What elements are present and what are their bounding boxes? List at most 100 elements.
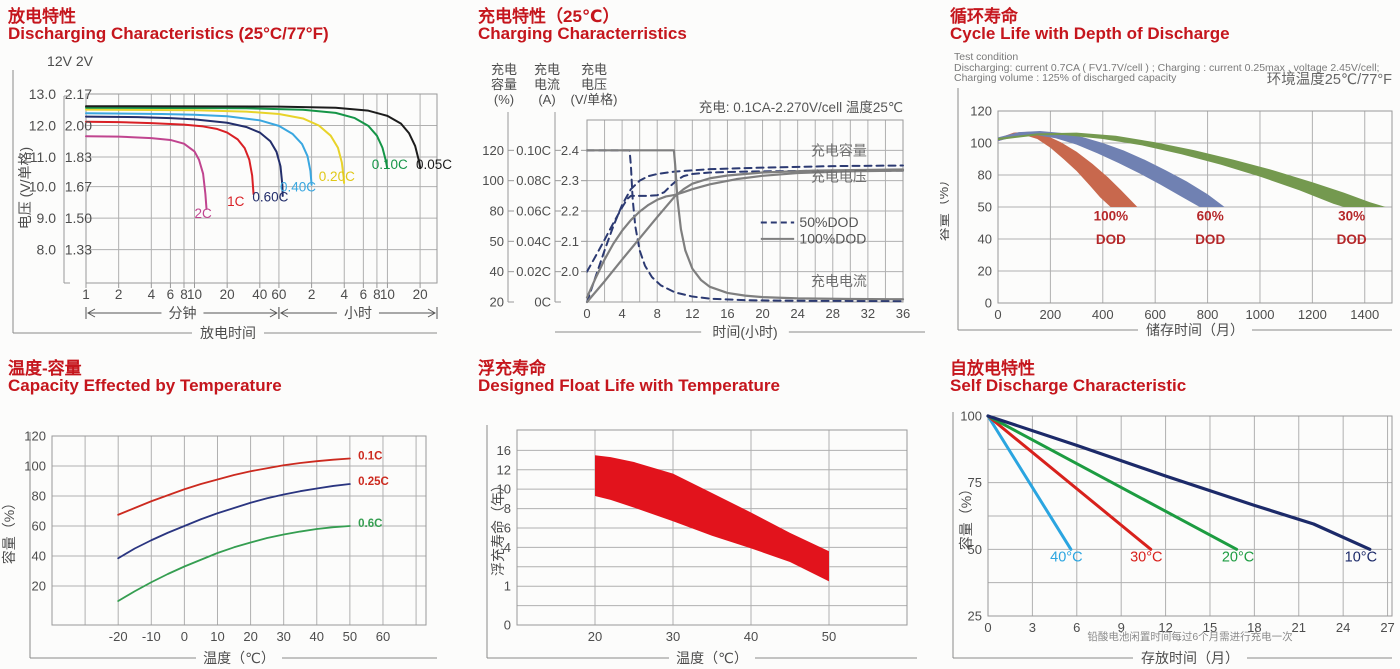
x-tick-label: 12 <box>685 306 699 321</box>
x-tick-label: 8 <box>373 287 381 302</box>
axis-header: 电流 <box>534 77 560 92</box>
x-tick-label: 20 <box>588 629 602 644</box>
y-tick-label: 40 <box>32 549 46 564</box>
series-0.10C <box>85 106 389 170</box>
panel-title-zh: 放电特性 <box>8 7 76 26</box>
axis-header: 电压 <box>581 77 607 92</box>
curve-label: 30% <box>1338 209 1365 224</box>
y-tick-label: 4 <box>504 540 511 555</box>
y-tick-label: 40 <box>490 264 504 279</box>
plot-frame <box>85 93 438 284</box>
series-40C <box>986 414 1073 551</box>
x-tick-label: 4 <box>148 287 156 302</box>
chart-root: -20 -10 0 10 20 30 40 50 60 120 100 80 60 40 20 容量（%） 温度… <box>1 429 437 666</box>
panel-title-zh: 充电特性（25℃） <box>478 7 620 26</box>
x-tick-label: 20 <box>413 287 428 302</box>
series-voltage-100dod <box>585 169 905 299</box>
arrow-right-icon <box>427 308 437 318</box>
x-tick-label: 15 <box>1203 620 1217 635</box>
y-tick-2v: 1.33 <box>65 242 92 258</box>
y-tick-label: 100 <box>970 136 992 151</box>
y-tick-label: 80 <box>978 168 992 183</box>
y-tick-label: 16 <box>497 443 511 458</box>
panel-title-zh: 浮充寿命 <box>478 359 546 378</box>
x-tick-label: 20 <box>243 629 257 644</box>
x-tick-label: 50 <box>343 629 357 644</box>
x-tick-label: 40 <box>310 629 324 644</box>
curve-label: 0.6C <box>358 518 382 530</box>
x-tick-label: 4 <box>340 287 348 302</box>
curve-label: 充电容量 <box>811 142 867 158</box>
panel-self-discharge: 自放电特性 Self Discharge Characteristic 0 3 6 9… <box>940 340 1400 669</box>
curve-label: 2C <box>194 206 212 221</box>
y-tick-label: 2.0 <box>561 264 579 279</box>
curve-label: 0.40C <box>280 179 316 194</box>
x-tick-label: 1400 <box>1350 307 1379 322</box>
y-tick-2v: 1.67 <box>65 179 92 195</box>
curve-label: 1C <box>227 194 245 209</box>
x-tick-label: -20 <box>109 629 128 644</box>
chart-root: 20 30 40 50 0 1 4 6 8 10 12 16 浮充寿命（年） 温度（℃） <box>486 425 917 666</box>
ambient-temperature-note: 环境温度25℃/77°F <box>1266 72 1392 88</box>
x-tick-label: 0 <box>984 620 991 635</box>
y-tick-label: 0.06C <box>516 204 551 219</box>
arrow-left-icon <box>279 308 289 318</box>
y-tick-label: 10 <box>497 482 511 497</box>
chart-root: 0 4 8 12 16 20 24 28 32 36充电容量(%)充电电流(A)充电电压(V/单格… <box>482 62 925 340</box>
x-group-label: 小时 <box>344 305 372 321</box>
y-tick-2v: 2.00 <box>65 118 92 134</box>
axis-header: (V/单格) <box>571 92 618 107</box>
curve-label: 0.10C <box>372 157 408 172</box>
legend-label: 100%DOD <box>799 230 866 246</box>
y-tick-label: 2.1 <box>561 234 579 249</box>
cycle-life-chart: 0 200 400 600 800 1000 1200 1400120100805040200… <box>940 88 1393 338</box>
curve-label: DOD <box>1195 232 1225 247</box>
x-tick-label: 1000 <box>1246 307 1275 322</box>
panel-title-en: Charging Characterristics <box>478 24 687 43</box>
axis-header: 充电 <box>534 62 560 77</box>
plot-frame <box>516 429 908 626</box>
y-tick-label: 120 <box>970 104 992 119</box>
curve-label: 60% <box>1197 209 1224 224</box>
y-tick-label: 100 <box>960 409 982 424</box>
y-tick-12v: 11.0 <box>30 149 56 165</box>
x-tick-label: 60 <box>376 629 390 644</box>
x-tick-label: 0 <box>583 306 590 321</box>
curve-label: 40°C <box>1050 549 1082 565</box>
panel-title-en: Self Discharge Characteristic <box>950 376 1187 395</box>
panel-discharging: 放电特性 Discharging Characteristics (25°C/7… <box>0 0 470 340</box>
y-tick-label: 75 <box>968 475 982 490</box>
x-tick-label: 24 <box>1336 620 1350 635</box>
y-tick-label: 80 <box>32 489 46 504</box>
x-axis-title: 温度（℃） <box>203 650 275 666</box>
y-tick-label: 100 <box>24 459 46 474</box>
y-tick-12v: 13.0 <box>29 86 56 102</box>
y-tick-12v: 8.0 <box>37 242 57 258</box>
curve-label: 0.05C <box>416 157 452 172</box>
chart-note: 铅酸电池闲置时间每过6个月需进行充电一次 <box>1087 630 1293 643</box>
chart-root: 0 200 400 600 800 1000 1200 1400120100805040200… <box>940 88 1393 338</box>
x-tick-label: 8 <box>180 287 188 302</box>
y-axis-title: 容量（%） <box>958 482 974 550</box>
curve-label: 20°C <box>1222 549 1254 565</box>
x-tick-label: 0 <box>994 307 1001 322</box>
series-0.20C <box>85 108 346 184</box>
axis-header: 容量 <box>491 77 517 92</box>
series-current-100dod <box>585 149 905 301</box>
series-0.05C <box>85 105 422 170</box>
panel-title-zh: 温度-容量 <box>8 359 82 378</box>
x-tick-label: 10 <box>187 287 202 302</box>
curve-label: 充电电压 <box>811 168 867 184</box>
charging-chart: 0 4 8 12 16 20 24 28 32 36充电容量(%)充电电流(A)充电电压(V/单格… <box>482 62 925 340</box>
x-axis-title: 存放时间（月） <box>1141 650 1239 666</box>
x-tick-label: 800 <box>1197 307 1219 322</box>
series-capacity-100dod <box>585 168 905 304</box>
y-tick-label: 2.3 <box>561 173 579 188</box>
x-tick-label: 24 <box>790 306 804 321</box>
y-tick-label: 6 <box>504 520 511 535</box>
x-tick-label: 28 <box>826 306 840 321</box>
y-tick-label: 50 <box>490 234 504 249</box>
series-2C <box>85 135 208 210</box>
y-tick-12v: 9.0 <box>37 210 57 226</box>
panel-title-zh: 循环寿命 <box>950 7 1018 26</box>
